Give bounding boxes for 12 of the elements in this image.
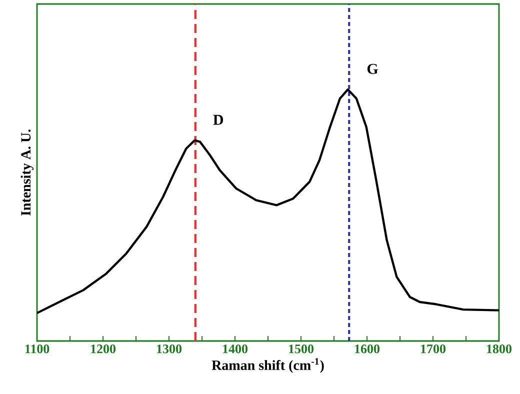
x-tick-label: 1700	[421, 344, 446, 354]
x-tick-label: 1200	[91, 344, 116, 354]
text: G	[367, 64, 378, 74]
x-tick-label: 1100	[25, 344, 50, 354]
x-axis-title: Raman shift (cm$^{-1}$)	[212, 358, 324, 373]
x-tick-label: 1800	[487, 344, 512, 354]
x-tick-label: 1300	[157, 344, 182, 354]
x-tick-label: 1600	[355, 344, 380, 354]
x-tick-label: 1500	[289, 344, 314, 354]
y-axis-title: Intensity A. U.	[20, 130, 34, 216]
annotation: D	[213, 114, 224, 125]
x-tick-label: 1400	[223, 344, 248, 354]
